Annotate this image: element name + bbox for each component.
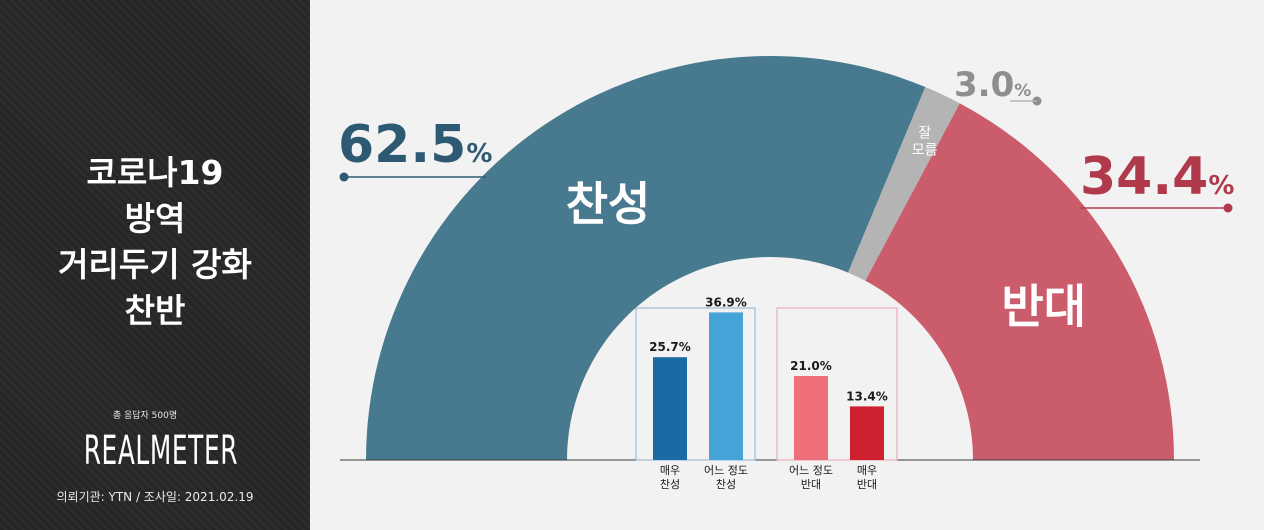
chart-title: 코로나19 방역 거리두기 강화 찬반 [0, 150, 310, 334]
slice-label-disagree: 반대 [1001, 279, 1086, 333]
dont-know-value: 3.0% [954, 65, 1031, 105]
breakdown-category-label: 반대 [801, 478, 821, 491]
agree-dot [339, 172, 349, 182]
breakdown-value-label: 36.9% [705, 295, 747, 309]
breakdown-bar [850, 406, 884, 460]
breakdown-category-label: 어느 정도 [704, 464, 748, 477]
agree-value: 62.5% [338, 115, 492, 175]
breakdown-value-label: 21.0% [790, 359, 832, 373]
breakdown-category-label: 어느 정도 [789, 464, 833, 477]
slice-label-dont-know: 모름 [912, 143, 938, 159]
slice-label-agree: 찬성 [566, 177, 651, 231]
breakdown-value-label: 25.7% [649, 340, 691, 354]
slice-agree [366, 55, 926, 461]
realmeter-logo: REALMETER [83, 428, 239, 474]
breakdown-bar [653, 357, 687, 460]
slice-dont-know [848, 87, 960, 281]
breakdown-value-label: 13.4% [846, 389, 888, 403]
breakdown-category-label: 매우 [660, 464, 680, 477]
slice-disagree [865, 103, 1174, 460]
disagree-breakdown-box [776, 307, 898, 461]
disagree-dot [1223, 203, 1233, 213]
slice-label-dont-know: 잘 [918, 126, 931, 142]
breakdown-bar [709, 312, 743, 460]
sidebar: 코로나19 방역 거리두기 강화 찬반 총 응답자 500명 REALMETER… [0, 0, 310, 530]
disagree-value: 34.4% [1080, 147, 1234, 207]
agree-breakdown-box [635, 307, 756, 461]
survey-info: 의뢰기관: YTN / 조사일: 2021.02.19 [56, 490, 254, 504]
respondents-note: 총 응답자 500명 [112, 411, 178, 421]
breakdown-category-label: 찬성 [716, 477, 736, 491]
title-line: 거리두기 강화 [58, 245, 252, 284]
title-line: 코로나19 [86, 153, 224, 192]
breakdown-category-label: 매우 [857, 464, 877, 477]
breakdown-bar [794, 376, 828, 460]
breakdown-category-label: 반대 [857, 478, 877, 491]
title-line: 방역 [124, 199, 186, 238]
title-line: 찬반 [124, 291, 186, 330]
breakdown-category-label: 찬성 [660, 477, 680, 491]
